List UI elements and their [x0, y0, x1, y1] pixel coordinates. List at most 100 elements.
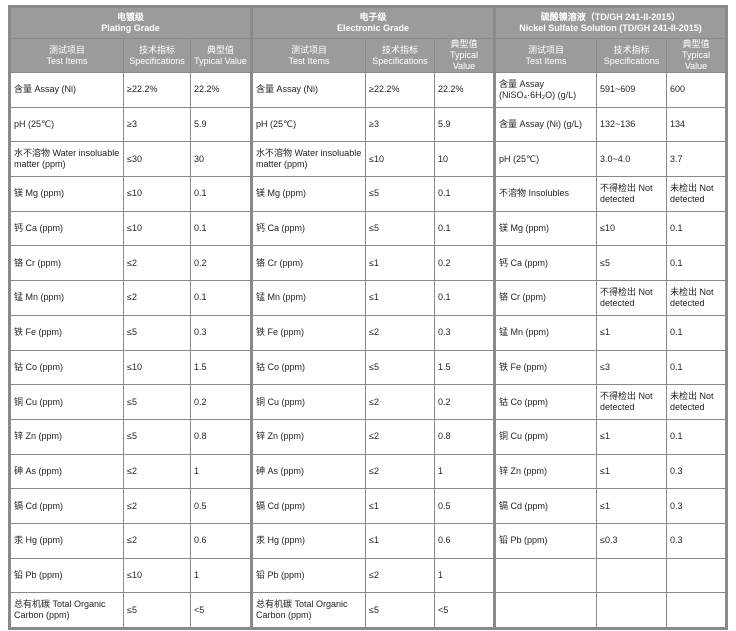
table-row: 钙 Ca (ppm) ≤10 0.1 钙 Ca (ppm) ≤5 0.1 镁 Mg (ppm… [9, 210, 727, 247]
solution-specification-cell: ≤1 [596, 314, 667, 351]
electronic-typical-value-cell: 1.5 [434, 349, 495, 386]
electronic-test-item-cell: 铜 Cu (ppm) [250, 384, 366, 420]
solution-typical-value-cell: 未检出 Not detected [666, 176, 727, 212]
plating-typical-value-cell: 0.8 [190, 418, 252, 455]
column-header-test-item: 测试项目 Test Items [9, 38, 124, 73]
electronic-test-item-cell: 钴 Co (ppm) [250, 349, 366, 386]
electronic-typical-value-cell: 0.2 [434, 384, 495, 420]
solution-typical-value-cell [666, 557, 727, 594]
column-header-test-item: 测试项目 Test Items [493, 38, 597, 73]
column-header-cn: 技术指标 [138, 44, 175, 55]
plating-typical-value-cell: 0.5 [190, 488, 252, 524]
column-header-en: Test Items [288, 55, 330, 66]
table-row: 锌 Zn (ppm) ≤5 0.8 锌 Zn (ppm) ≤2 0.8 铜 Cu (ppm)… [9, 418, 727, 455]
plating-typical-value-cell: 5.9 [190, 106, 252, 143]
electronic-typical-value-cell: 0.1 [434, 280, 495, 316]
solution-typical-value-cell: 0.3 [666, 522, 727, 559]
solution-typical-value-cell [666, 592, 727, 629]
solution-test-item-cell: 镉 Cd (ppm) [493, 488, 597, 524]
electronic-specification-cell: ≥22.2% [365, 72, 435, 108]
plating-typical-value-cell: 1 [190, 453, 252, 490]
column-header-cn: 典型值 [206, 44, 234, 55]
solution-specification-cell: 3.0~4.0 [596, 141, 667, 178]
group-header-plating: 电镀级 Plating Grade [9, 6, 252, 39]
electronic-typical-value-cell: 0.8 [434, 418, 495, 455]
column-header-cn: 技术指标 [613, 44, 650, 55]
plating-specification-cell: ≤5 [123, 592, 191, 629]
plating-specification-cell: ≤30 [123, 141, 191, 178]
electronic-test-item-cell: 镉 Cd (ppm) [250, 488, 366, 524]
group-header-electronic: 电子级 Electronic Grade [250, 6, 495, 39]
plating-test-item-cell: 铁 Fe (ppm) [9, 314, 124, 351]
plating-specification-cell: ≤10 [123, 176, 191, 212]
solution-specification-cell [596, 592, 667, 629]
plating-test-item-cell: 钴 Co (ppm) [9, 349, 124, 386]
plating-typical-value-cell: 30 [190, 141, 252, 178]
solution-test-item-cell: 铁 Fe (ppm) [493, 349, 597, 386]
column-header-cn: 测试项目 [290, 44, 327, 55]
plating-specification-cell: ≤5 [123, 384, 191, 420]
solution-typical-value-cell: 0.1 [666, 418, 727, 455]
plating-test-item-cell: 含量 Assay (Ni) [9, 72, 124, 108]
electronic-specification-cell: ≤1 [365, 522, 435, 559]
plating-test-item-cell: pH (25℃) [9, 106, 124, 143]
electronic-specification-cell: ≤5 [365, 210, 435, 247]
solution-typical-value-cell: 0.1 [666, 349, 727, 386]
solution-test-item-cell: pH (25℃) [493, 141, 597, 178]
electronic-specification-cell: ≤2 [365, 418, 435, 455]
electronic-typical-value-cell: 5.9 [434, 106, 495, 143]
column-header-en: Typical Value [681, 50, 710, 71]
electronic-test-item-cell: 锰 Mn (ppm) [250, 280, 366, 316]
electronic-specification-cell: ≤2 [365, 557, 435, 594]
column-header-en: Test Items [46, 55, 88, 66]
solution-test-item-cell [493, 557, 597, 594]
plating-typical-value-cell: 1.5 [190, 349, 252, 386]
electronic-specification-cell: ≤10 [365, 141, 435, 178]
solution-specification-cell: 132~136 [596, 106, 667, 143]
electronic-typical-value-cell: 0.6 [434, 522, 495, 559]
solution-specification-cell: 不得检出 Not detected [596, 176, 667, 212]
column-header-specification: 技术指标 Specifications [365, 38, 435, 73]
electronic-test-item-cell: 钙 Ca (ppm) [250, 210, 366, 247]
solution-typical-value-cell: 0.1 [666, 314, 727, 351]
solution-specification-cell: ≤1 [596, 453, 667, 490]
table-row: 砷 As (ppm) ≤2 1 砷 As (ppm) ≤2 1 锌 Zn (ppm) ≤1 0.… [9, 453, 727, 490]
electronic-test-item-cell: 总有机碳 Total Organic Carbon (ppm) [250, 592, 366, 629]
table-row: 汞 Hg (ppm) ≤2 0.6 汞 Hg (ppm) ≤1 0.6 铅 Pb (ppm)… [9, 522, 727, 559]
column-header-cn: 典型值 [450, 39, 478, 50]
electronic-typical-value-cell: 1 [434, 453, 495, 490]
electronic-specification-cell: ≤5 [365, 176, 435, 212]
table-row: 总有机碳 Total Organic Carbon (ppm) ≤5 <5 总有机碳 … [9, 592, 727, 629]
plating-specification-cell: ≤2 [123, 280, 191, 316]
solution-specification-cell [596, 557, 667, 594]
table-row: 含量 Assay (Ni) ≥22.2% 22.2% 含量 Assay (Ni) ≥22… [9, 72, 727, 108]
plating-typical-value-cell: 1 [190, 557, 252, 594]
plating-typical-value-cell: <5 [190, 592, 252, 629]
solution-test-item-cell: 铅 Pb (ppm) [493, 522, 597, 559]
electronic-specification-cell: ≤2 [365, 453, 435, 490]
solution-test-item-cell: 锰 Mn (ppm) [493, 314, 597, 351]
electronic-specification-cell: ≤1 [365, 280, 435, 316]
solution-test-item-cell: 不溶物 Insolubles [493, 176, 597, 212]
plating-specification-cell: ≤10 [123, 349, 191, 386]
column-header-en: Specifications [129, 55, 185, 66]
electronic-test-item-cell: 镁 Mg (ppm) [250, 176, 366, 212]
column-header-cn: 测试项目 [527, 44, 564, 55]
plating-test-item-cell: 铜 Cu (ppm) [9, 384, 124, 420]
plating-specification-cell: ≤2 [123, 488, 191, 524]
solution-test-item-cell: 铬 Cr (ppm) [493, 280, 597, 316]
plating-test-item-cell: 总有机碳 Total Organic Carbon (ppm) [9, 592, 124, 629]
electronic-specification-cell: ≤5 [365, 592, 435, 629]
plating-typical-value-cell: 0.6 [190, 522, 252, 559]
solution-typical-value-cell: 0.1 [666, 210, 727, 247]
solution-test-item-cell: 镁 Mg (ppm) [493, 210, 597, 247]
column-header-typical-value: 典型值 Typical Value [434, 38, 495, 73]
electronic-typical-value-cell: 0.1 [434, 176, 495, 212]
table-row: 镁 Mg (ppm) ≤10 0.1 镁 Mg (ppm) ≤5 0.1 不溶物 Insol… [9, 176, 727, 212]
group-title-cn: 电镀级 [116, 12, 144, 22]
electronic-specification-cell: ≤2 [365, 314, 435, 351]
plating-test-item-cell: 锌 Zn (ppm) [9, 418, 124, 455]
table-body: 含量 Assay (Ni) ≥22.2% 22.2% 含量 Assay (Ni) ≥22… [9, 72, 727, 629]
column-header-typical-value: 典型值 Typical Value [190, 38, 252, 73]
column-header-en: Specifications [372, 55, 428, 66]
